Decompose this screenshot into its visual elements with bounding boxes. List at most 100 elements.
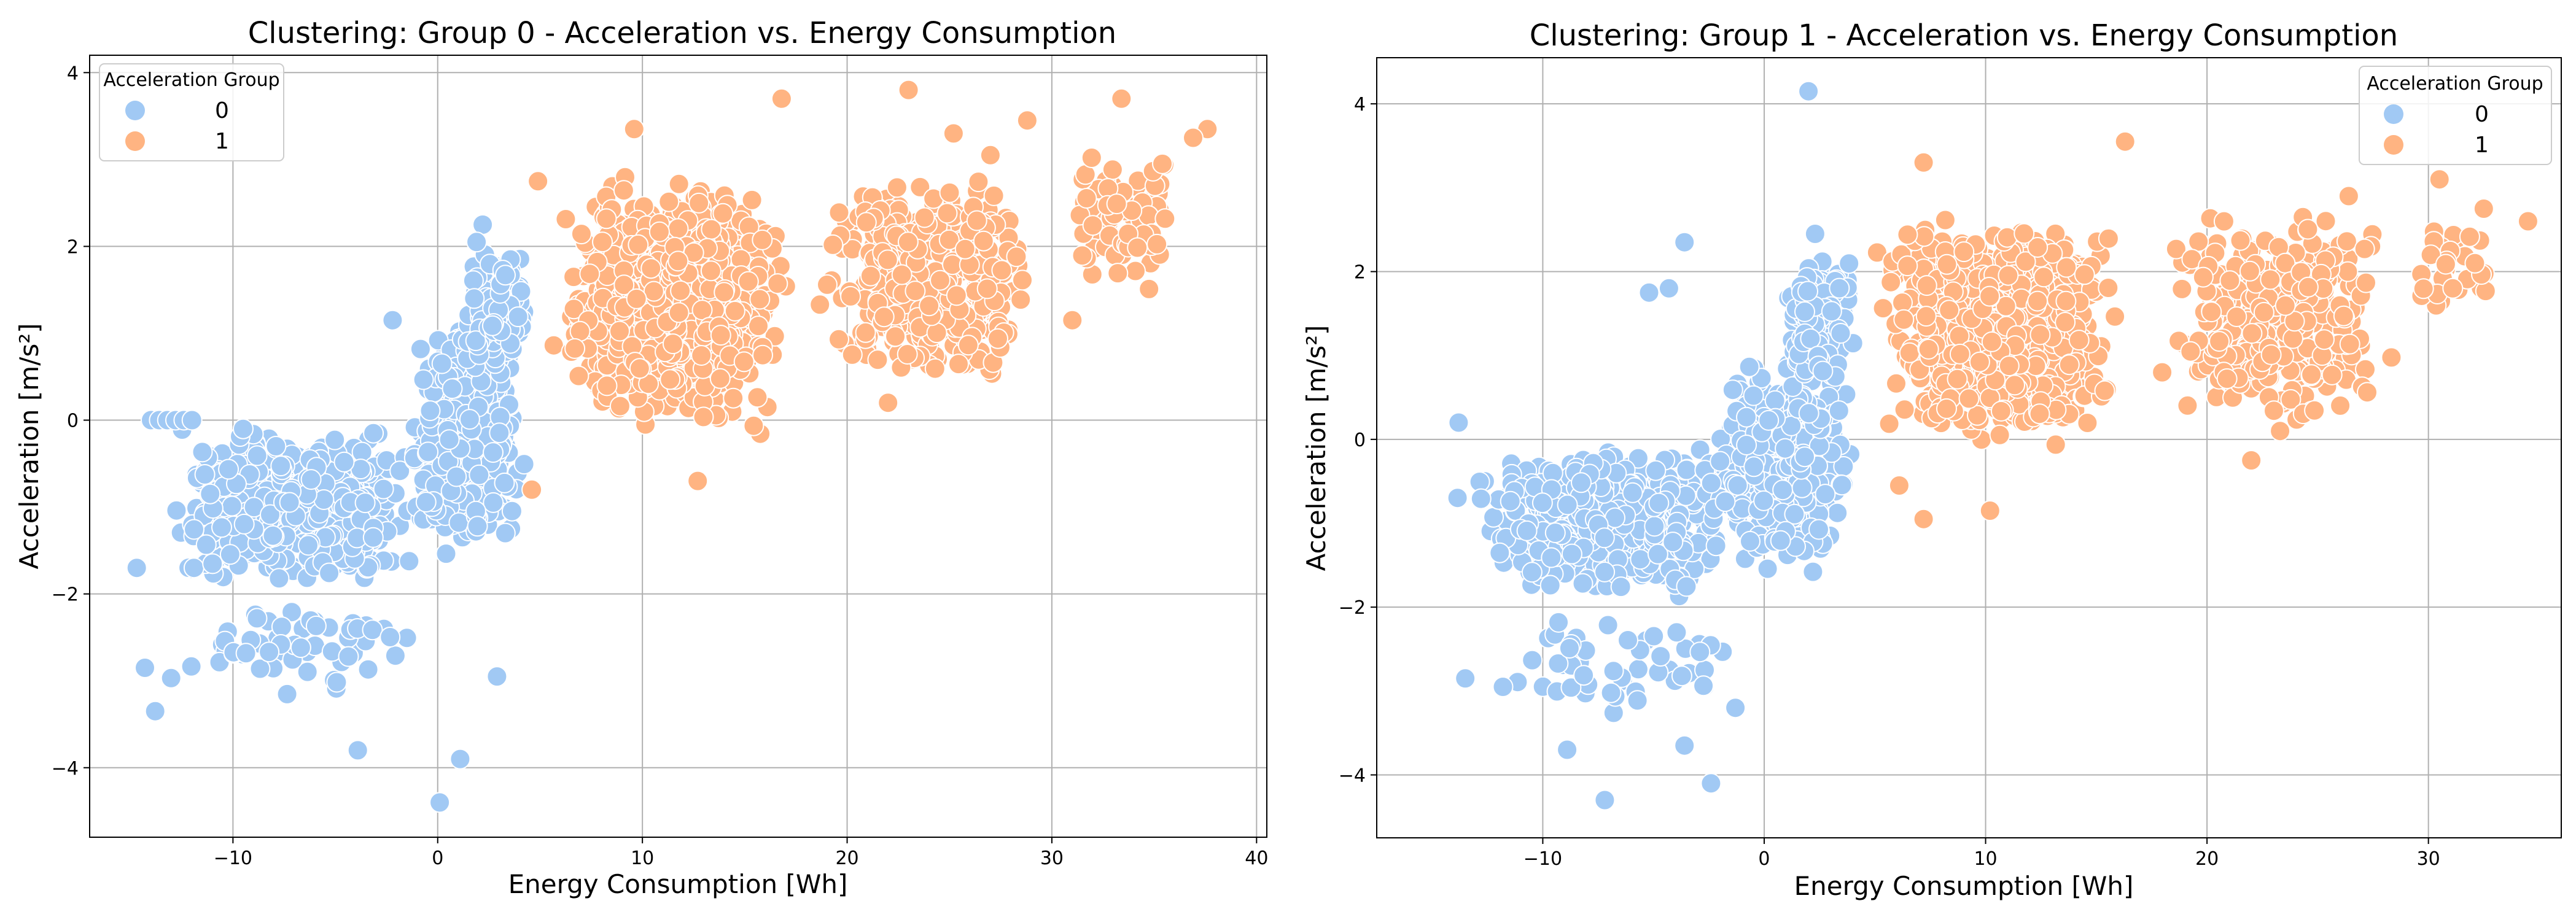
data-point [2333,305,2354,327]
data-point [324,429,346,451]
data-point [1146,233,1168,255]
data-point [570,223,592,245]
data-point [211,517,232,538]
data-point [1815,484,1836,505]
data-point [166,500,187,521]
data-point [2230,230,2251,251]
data-point [822,234,844,255]
data-point [2517,211,2539,232]
data-point [1958,388,1980,409]
data-point [1541,547,1562,568]
data-point [2029,403,2050,425]
data-point [701,219,722,240]
data-point [2270,420,2291,442]
data-point [2297,219,2319,240]
data-point [1072,245,1093,266]
data-point [1448,412,1469,433]
data-point [569,320,591,342]
data-point [435,543,457,565]
data-point [333,451,355,473]
data-point [415,492,437,513]
data-point [2338,185,2359,207]
data-point [246,445,268,466]
data-point [710,325,731,346]
data-point [1743,456,1765,478]
data-point [472,214,494,235]
chart-title: Clustering: Group 1 - Acceleration vs. E… [1530,18,2398,53]
y-axis-label: Acceleration [m/s²] [14,323,44,570]
data-point [946,285,967,306]
data-point [483,492,504,513]
data-point [1648,492,1670,514]
data-point [976,278,998,300]
data-point [262,525,284,546]
data-point [290,637,311,659]
data-point [1758,409,1780,431]
data-point [1981,331,2002,352]
data-point [384,645,406,667]
data-point [1775,438,1796,459]
data-point [1558,638,1580,659]
x-axis-label: Energy Consumption [Wh] [508,869,848,899]
data-point [897,344,918,365]
data-point [723,387,744,409]
data-point [1594,789,1616,811]
data-point [438,429,460,451]
data-point [841,344,863,365]
data-point [1102,159,1123,180]
data-point [1722,379,1743,401]
data-point [1152,153,1173,174]
data-point [513,454,535,475]
data-point [828,202,850,223]
data-point [948,354,969,375]
data-point [1700,773,1722,794]
data-point [2177,395,2198,416]
data-point [1753,490,1775,511]
data-point [1107,263,1129,284]
data-point [1183,127,1204,149]
data-point [413,369,434,390]
data-point [1111,88,1132,109]
data-point [991,260,1013,281]
data-point [1913,508,1934,530]
data-point [747,387,768,408]
data-point [979,144,1001,166]
data-point [1710,451,1731,472]
data-point [1573,665,1595,686]
data-point [1936,398,1957,419]
data-point [1979,500,2001,521]
data-point [1557,494,1578,516]
data-point [1802,561,1824,582]
data-point [1630,549,1651,570]
data-point [202,553,224,575]
data-point [1705,535,1727,557]
legend-label-0: 0 [2475,102,2489,127]
data-point [1666,622,1687,643]
data-point [867,349,889,371]
data-point [246,608,268,629]
data-point [192,441,213,463]
data-point [2209,331,2230,352]
data-point [2282,328,2303,349]
data-point [464,288,485,309]
data-point [1918,338,1939,360]
y-tick-label: 4 [67,63,79,84]
data-point [1714,491,1736,513]
data-point [1125,260,1146,282]
x-tick-label: 0 [1758,848,1770,870]
data-point [670,280,691,301]
data-point [2339,333,2360,355]
data-point [446,466,467,487]
data-point [891,264,912,285]
data-point [771,88,792,109]
data-point [1617,630,1638,651]
data-point [1593,527,1615,549]
data-point [668,173,690,195]
data-point [748,315,769,337]
data-point [305,615,327,636]
data-point [1821,301,1842,322]
data-point [1645,460,1667,481]
data-point [2314,329,2335,350]
data-point [1913,152,1934,173]
data-point [897,231,919,253]
